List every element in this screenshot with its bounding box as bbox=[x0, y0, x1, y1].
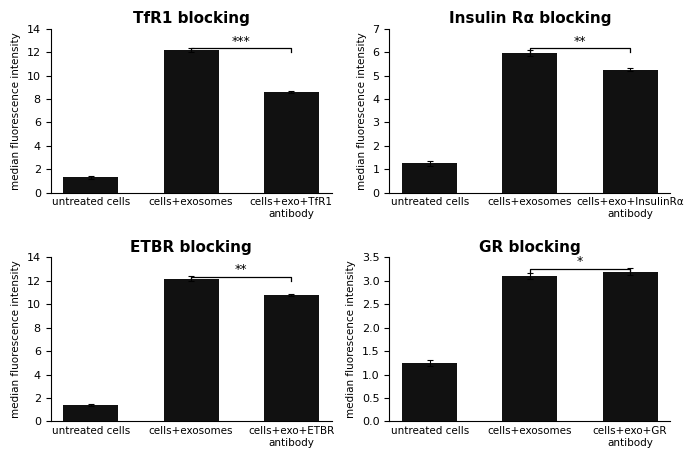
Bar bbox=[63, 405, 118, 421]
Bar bbox=[164, 279, 218, 421]
Bar bbox=[264, 92, 319, 193]
Y-axis label: median fluorescence intensity: median fluorescence intensity bbox=[11, 261, 21, 418]
Text: **: ** bbox=[574, 34, 587, 48]
Y-axis label: median fluorescence intensity: median fluorescence intensity bbox=[11, 32, 21, 190]
Bar bbox=[503, 53, 557, 193]
Bar bbox=[603, 70, 658, 193]
Bar bbox=[503, 276, 557, 421]
Y-axis label: median fluorescence intensity: median fluorescence intensity bbox=[357, 32, 367, 190]
Bar bbox=[402, 363, 457, 421]
Text: ***: *** bbox=[232, 34, 251, 48]
Bar bbox=[164, 50, 218, 193]
Bar bbox=[603, 272, 658, 421]
Title: TfR1 blocking: TfR1 blocking bbox=[132, 11, 249, 26]
Bar bbox=[264, 295, 319, 421]
Title: ETBR blocking: ETBR blocking bbox=[130, 240, 252, 255]
Y-axis label: median fluorescence intensity: median fluorescence intensity bbox=[346, 261, 356, 418]
Title: Insulin Rα blocking: Insulin Rα blocking bbox=[449, 11, 611, 26]
Bar bbox=[63, 177, 118, 193]
Text: **: ** bbox=[235, 263, 247, 276]
Text: *: * bbox=[577, 255, 583, 268]
Bar bbox=[402, 163, 457, 193]
Title: GR blocking: GR blocking bbox=[479, 240, 581, 255]
